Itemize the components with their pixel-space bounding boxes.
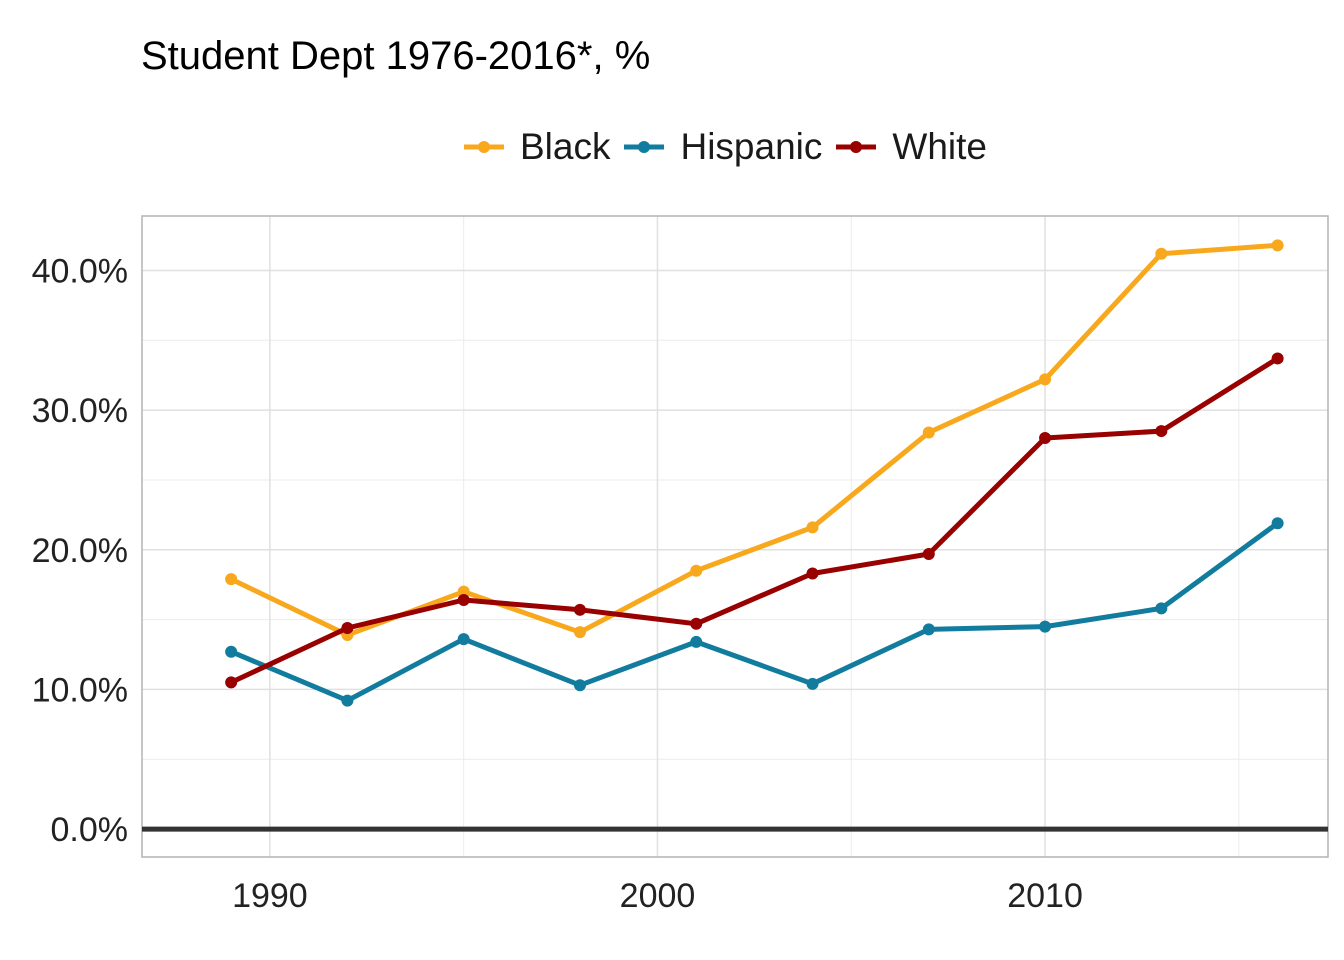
data-point-black [225, 573, 238, 586]
data-point-hispanic [225, 645, 238, 658]
legend-key-black [464, 141, 504, 153]
x-tick-label: 2000 [620, 877, 696, 915]
data-point-hispanic [806, 677, 819, 690]
x-tick-label: 1990 [232, 877, 308, 915]
legend-label-hispanic: Hispanic [680, 126, 823, 167]
data-point-white [341, 621, 354, 634]
data-point-white [1039, 432, 1052, 445]
data-point-hispanic [922, 623, 935, 636]
y-tick-label: 40.0% [32, 252, 128, 290]
legend-label-black: Black [520, 126, 611, 167]
legend-item-black: Black [462, 126, 610, 168]
data-point-hispanic [573, 679, 586, 692]
data-point-hispanic [341, 694, 354, 707]
data-point-black [457, 585, 470, 598]
plot-panel-border [141, 215, 1329, 858]
legend-item-hispanic: Hispanic [622, 126, 822, 168]
data-point-black [1039, 373, 1052, 386]
data-point-hispanic [690, 635, 703, 648]
series-white [225, 352, 1284, 689]
data-point-hispanic [1271, 517, 1284, 530]
data-point-white [922, 547, 935, 560]
legend-item-white: White [834, 126, 987, 168]
data-point-white [1271, 352, 1284, 365]
y-tick-label: 0.0% [51, 811, 129, 849]
data-point-black [1155, 247, 1168, 260]
data-point-white [573, 603, 586, 616]
data-point-white [806, 567, 819, 580]
series-black [225, 239, 1284, 641]
data-point-black [1271, 239, 1284, 252]
data-point-hispanic [1039, 620, 1052, 633]
y-tick-label: 10.0% [32, 671, 128, 709]
data-point-white [225, 676, 238, 689]
legend-label-white: White [892, 126, 987, 167]
y-tick-label: 20.0% [32, 532, 128, 570]
data-point-black [806, 521, 819, 534]
data-point-black [922, 426, 935, 439]
chart-title: Student Dept 1976-2016*, % [141, 34, 651, 78]
legend: Black Hispanic White [462, 124, 999, 170]
series-line-hispanic [228, 520, 1281, 704]
x-tick-label: 2010 [1007, 877, 1083, 915]
series-hispanic [225, 517, 1284, 707]
data-point-white [1155, 425, 1168, 438]
data-point-black [573, 626, 586, 639]
legend-key-hispanic [624, 141, 665, 153]
data-point-hispanic [457, 633, 470, 646]
data-point-black [690, 564, 703, 577]
data-point-white [690, 617, 703, 630]
y-tick-label: 30.0% [32, 392, 128, 430]
series-line-black [228, 242, 1281, 638]
legend-key-white [836, 141, 877, 153]
data-point-hispanic [1155, 602, 1168, 615]
data-point-white [457, 594, 470, 607]
series-line-white [228, 355, 1281, 685]
